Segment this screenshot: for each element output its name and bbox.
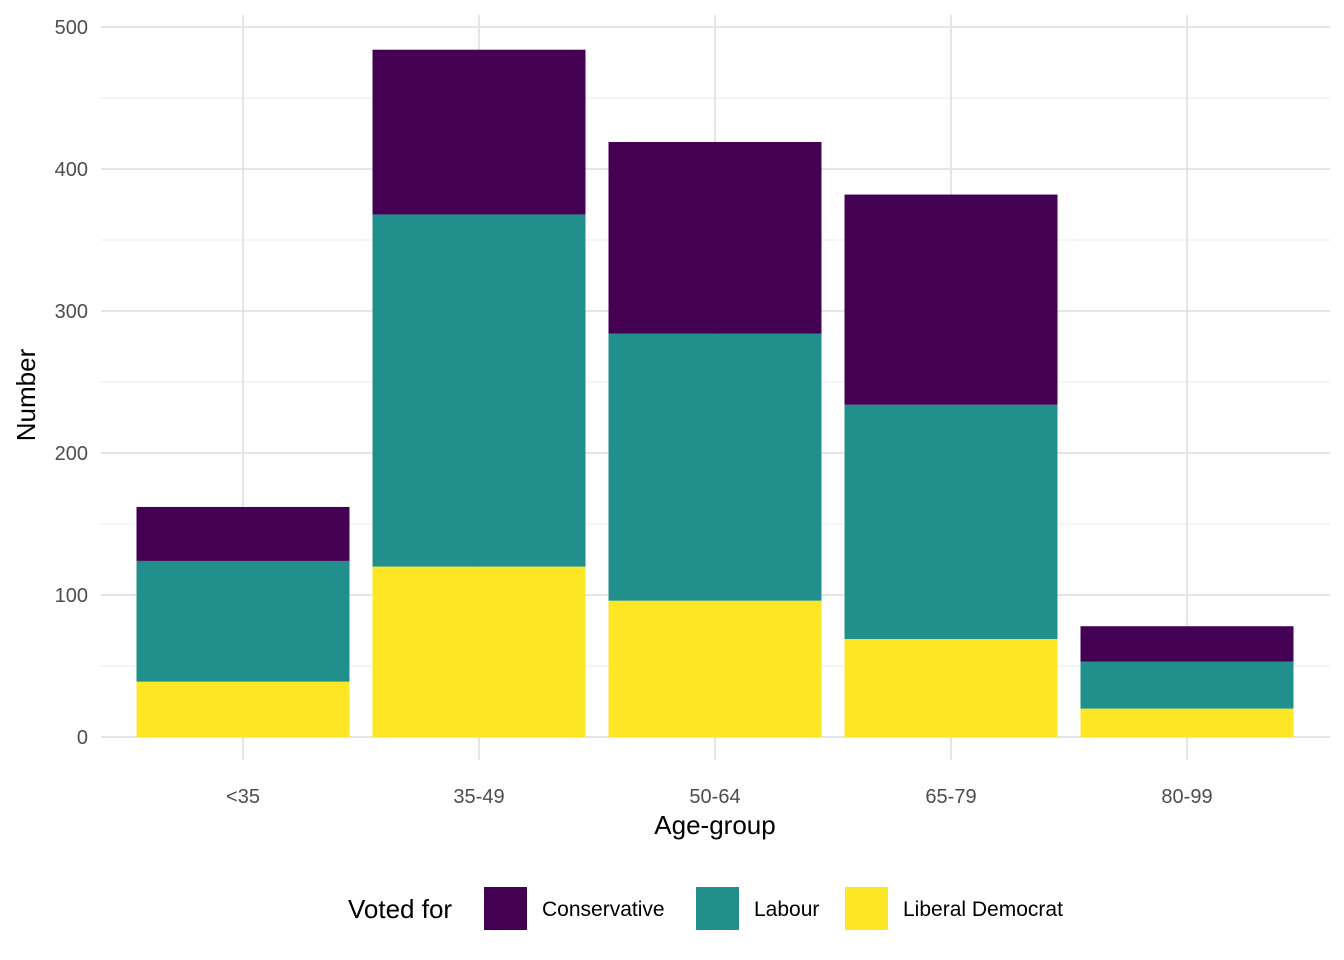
x-tick-label: <35: [226, 786, 260, 808]
legend-label: Labour: [754, 898, 819, 921]
legend-label: Liberal Democrat: [903, 898, 1063, 921]
bar-segment: [1080, 708, 1294, 737]
y-axis-ticks: 0 100 200 300 400 500: [55, 17, 88, 749]
bar-segment: [844, 194, 1058, 405]
x-tick-label: 35-49: [453, 786, 504, 808]
y-axis-title: Number: [11, 348, 41, 441]
bar-segment: [1080, 661, 1294, 709]
bar-segment: [608, 142, 822, 334]
bar-segment: [608, 333, 822, 601]
legend-key: [484, 887, 527, 930]
bar-segment: [136, 681, 350, 737]
legend-title: Voted for: [348, 894, 452, 924]
x-axis-title: Age-group: [654, 810, 775, 840]
y-tick-label: 500: [55, 17, 88, 39]
bar-segment: [372, 214, 586, 567]
legend-label: Conservative: [542, 898, 665, 921]
legend-key: [845, 887, 888, 930]
y-tick-label: 400: [55, 159, 88, 181]
bar-segment: [844, 404, 1058, 640]
x-tick-label: 80-99: [1161, 786, 1212, 808]
y-tick-label: 0: [77, 727, 88, 749]
legend: Voted for Conservative Labour Liberal Demo…: [348, 887, 1063, 930]
bar-segment: [372, 49, 586, 215]
legend-key: [696, 887, 739, 930]
y-tick-label: 300: [55, 301, 88, 323]
y-tick-label: 100: [55, 585, 88, 607]
x-tick-label: 50-64: [689, 786, 740, 808]
x-axis-ticks: <35 35-49 50-64 65-79 80-99: [226, 786, 1213, 808]
bar-segment: [136, 506, 350, 561]
y-tick-label: 200: [55, 443, 88, 465]
x-tick-label: 65-79: [925, 786, 976, 808]
bar-segment: [844, 639, 1058, 737]
bar-segment: [372, 566, 586, 737]
bar-segment: [1080, 626, 1294, 662]
bar-segment: [136, 560, 350, 682]
bar-segment: [608, 600, 822, 737]
bars: [136, 49, 1294, 737]
